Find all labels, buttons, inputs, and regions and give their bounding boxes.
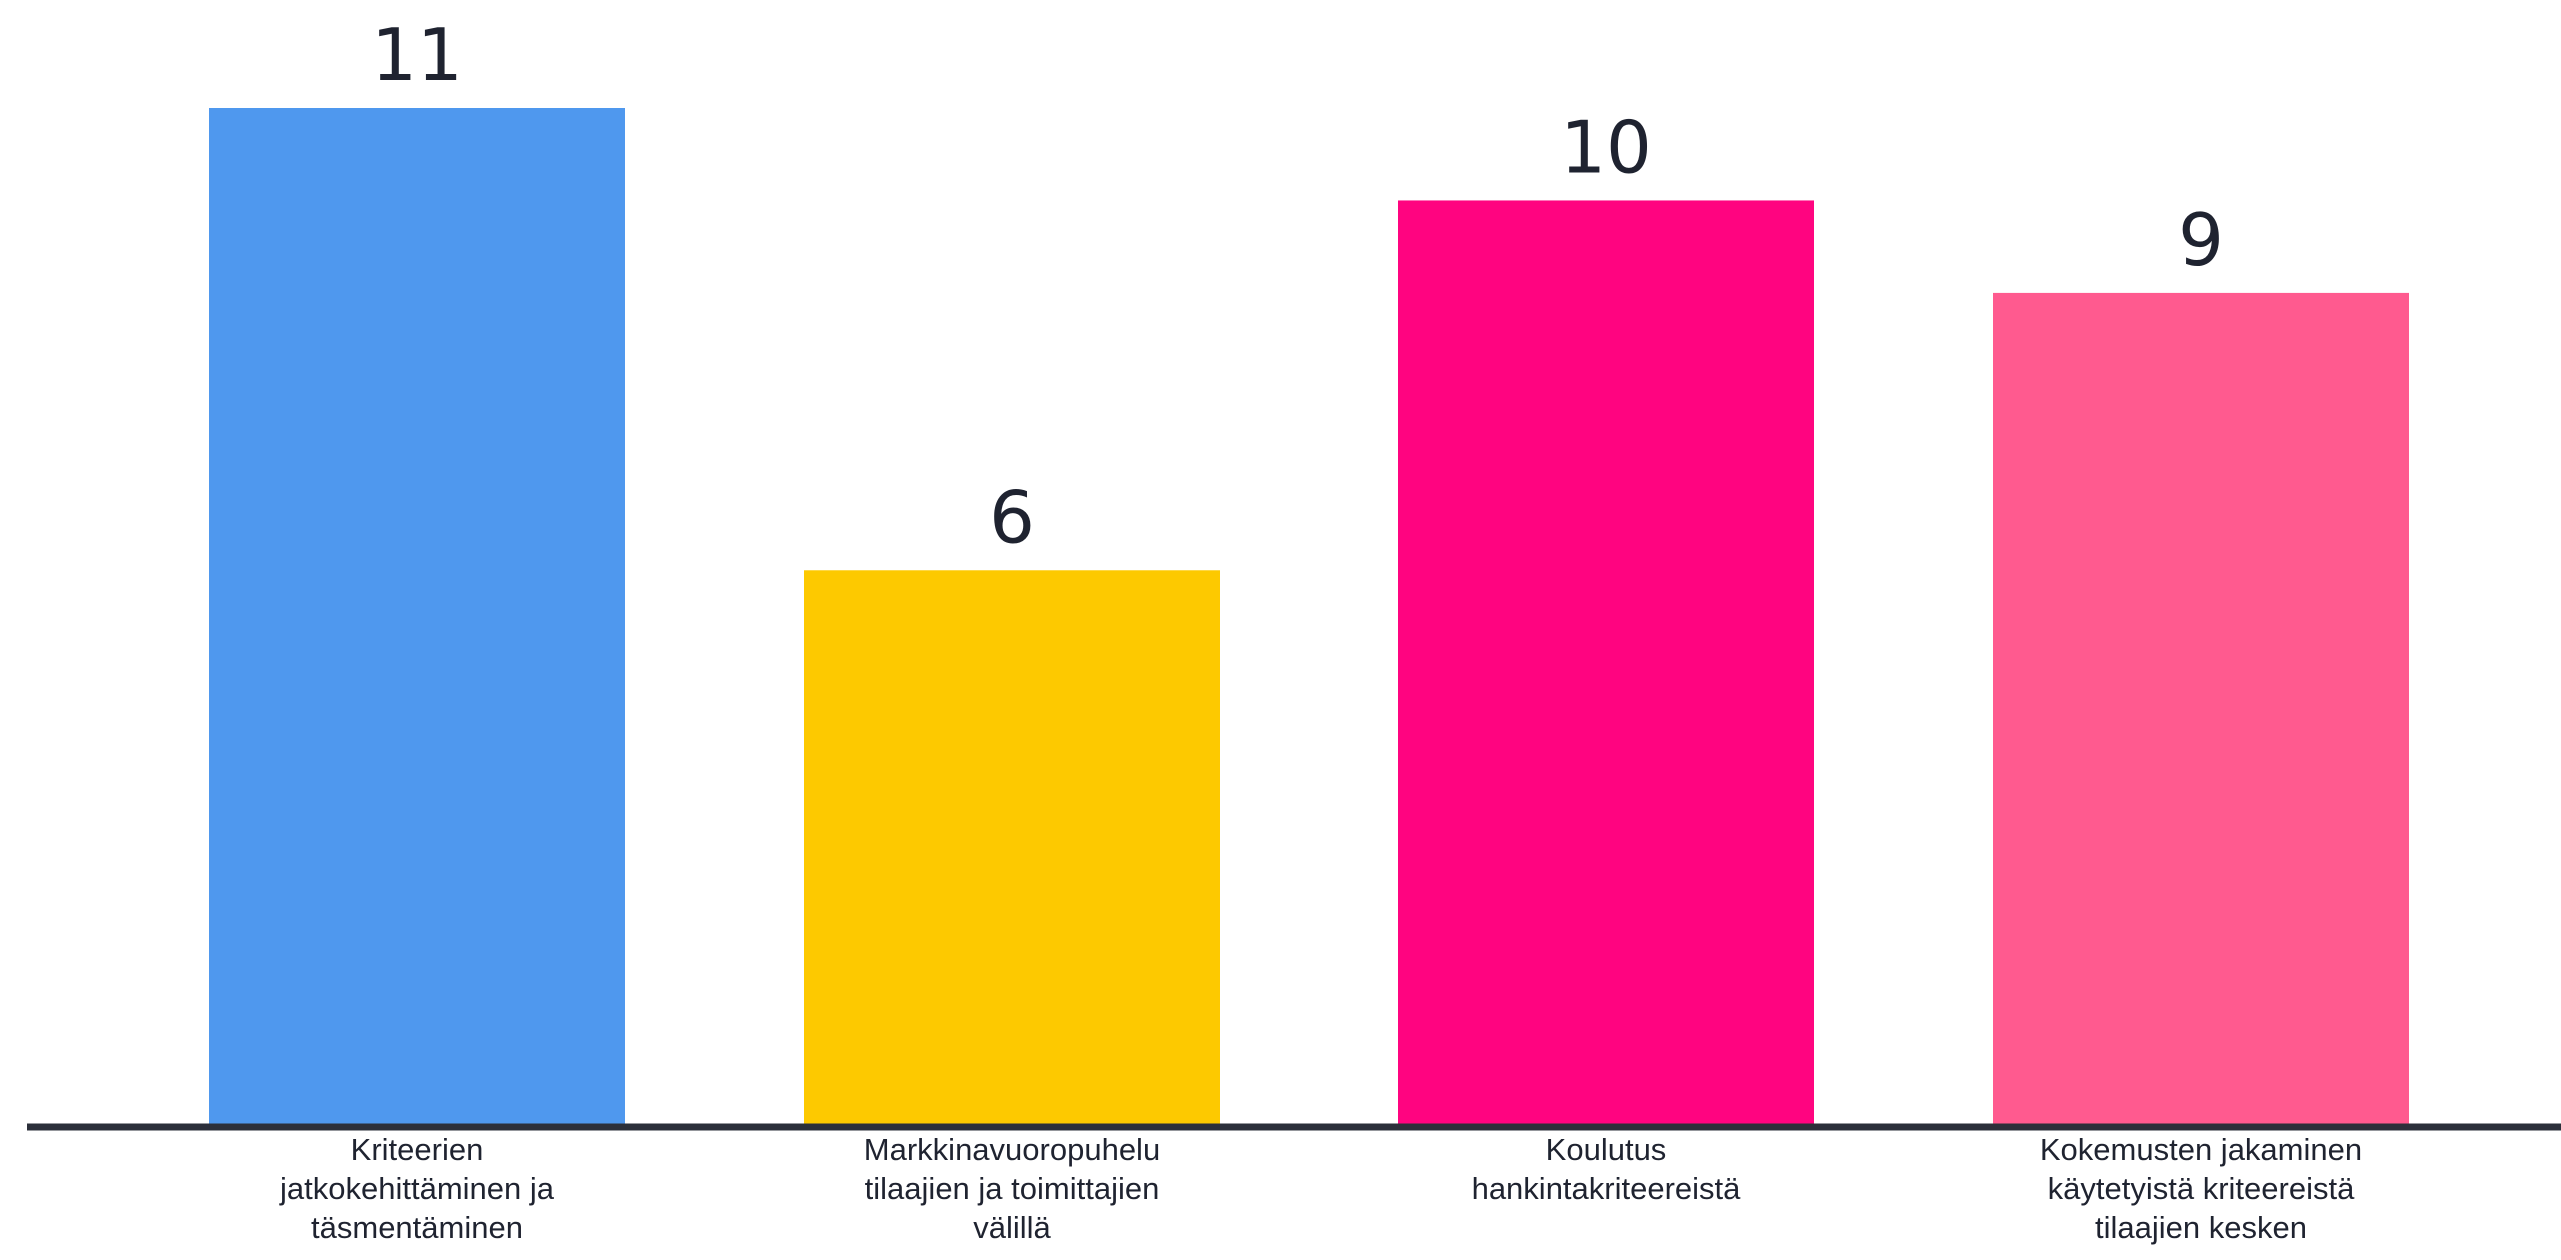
bar-value-label-2: 6 xyxy=(989,475,1035,559)
category-label-line: Markkinavuoropuhelu xyxy=(864,1132,1160,1167)
category-label-line: täsmentäminen xyxy=(311,1210,523,1245)
bar-4 xyxy=(1993,292,2409,1126)
category-label-line: välillä xyxy=(973,1210,1051,1245)
bar-3 xyxy=(1398,200,1814,1126)
category-label-line: jatkokehittäminen ja xyxy=(279,1171,555,1206)
bars-group xyxy=(209,108,2409,1126)
category-label-3: Koulutus hankintakriteereistä xyxy=(1472,1132,1742,1206)
category-label-4: Kokemusten jakaminen käytetyistä kriteere… xyxy=(2040,1132,2362,1245)
category-label-2: Markkinavuoropuhelu tilaajien ja toimitta… xyxy=(864,1132,1160,1245)
category-label-line: hankintakriteereistä xyxy=(1472,1171,1742,1206)
category-labels-group: Kriteerien jatkokehittäminen ja täsmentämi… xyxy=(279,1132,2362,1245)
category-label-line: tilaajien kesken xyxy=(2095,1210,2307,1245)
category-label-line: käytetyistä kriteereistä xyxy=(2048,1171,2355,1206)
bar-value-label-3: 10 xyxy=(1560,105,1652,189)
value-labels-group: 11 6 10 9 xyxy=(371,13,2224,559)
category-label-line: Kriteerien xyxy=(351,1132,484,1167)
bar-2 xyxy=(804,570,1220,1125)
bar-1 xyxy=(209,108,625,1125)
category-label-line: Koulutus xyxy=(1546,1132,1667,1167)
bar-value-label-1: 11 xyxy=(371,13,463,97)
category-label-line: Kokemusten jakaminen xyxy=(2040,1132,2362,1167)
category-label-line: tilaajien ja toimittajien xyxy=(865,1171,1160,1206)
category-label-1: Kriteerien jatkokehittäminen ja täsmentämi… xyxy=(279,1132,555,1245)
bar-value-label-4: 9 xyxy=(2178,198,2224,282)
